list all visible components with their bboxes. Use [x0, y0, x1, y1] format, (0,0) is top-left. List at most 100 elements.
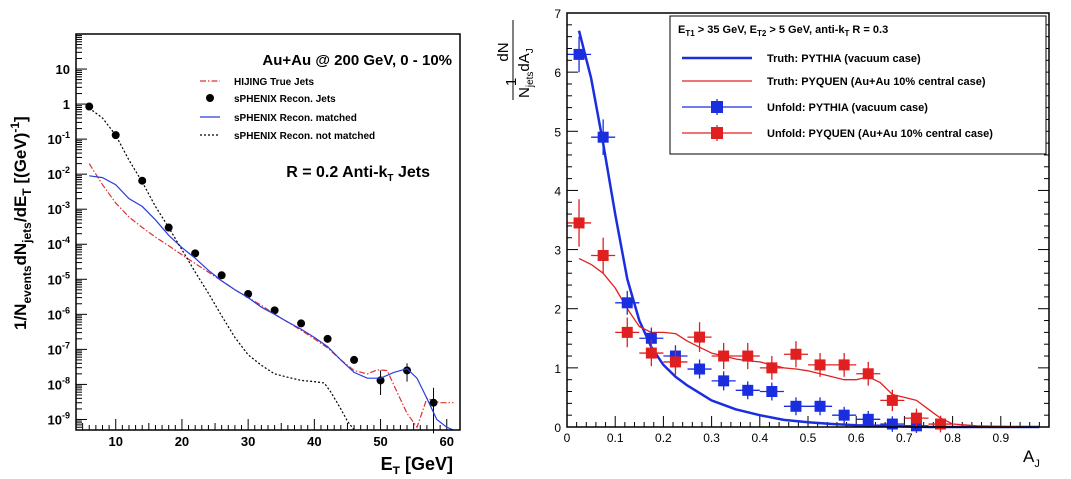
right-legend-title: ET1 > 35 GeV, ET2 > 5 GeV, anti-kT R = 0…	[678, 24, 888, 38]
left-series-line-2	[89, 175, 454, 431]
right-data-point	[694, 331, 706, 343]
legend-title-d: R = 0.3	[849, 24, 888, 36]
right-data-point	[742, 384, 754, 396]
left-data-point	[323, 334, 332, 343]
legend-title-c: > 5 GeV, anti-k	[766, 24, 845, 36]
left-y-tick-exponent: -4	[62, 235, 70, 245]
right-series-line-1	[578, 257, 1040, 428]
left-y-tick-exponent: -6	[62, 305, 70, 315]
left-annotation-jet-radius-main: R = 0.2 Anti-k	[286, 164, 387, 181]
left-data-point	[270, 306, 279, 315]
right-x-tick-label: 0.8	[944, 431, 961, 445]
left-data-point	[138, 176, 147, 185]
right-data-point	[621, 326, 633, 338]
right-y-tick-label: 5	[554, 125, 561, 139]
right-y-axis-title-den-sub: jets	[525, 72, 536, 89]
right-data-point	[645, 332, 657, 344]
right-data-point	[790, 400, 802, 412]
left-plot-frame	[75, 33, 461, 431]
right-x-tick-label: 0.6	[848, 431, 865, 445]
left-x-tick-label: 60	[440, 434, 454, 449]
right-data-point	[935, 418, 947, 430]
right-tick-labels: 0 0.1 0.2 0.3 0.4 0.5 0.6 0.7 0.8 0.9 0 1 2 3 4 5 6 7	[554, 7, 1009, 445]
right-data-point	[862, 368, 874, 380]
right-data-point	[742, 350, 754, 362]
left-x-axis-title-sub: T	[393, 464, 401, 474]
legend-label-recon: sPHENIX Recon. Jets	[234, 94, 336, 105]
right-x-tick-label: 0.1	[607, 431, 624, 445]
right-y-tick-label: 6	[554, 66, 561, 80]
right-data-point	[838, 409, 850, 421]
right-y-tick-label: 3	[554, 244, 561, 258]
left-x-tick-label: 30	[241, 434, 255, 449]
left-y-tick-label: 1	[63, 97, 70, 112]
left-data-point	[403, 366, 412, 375]
left-data-point	[111, 131, 120, 140]
right-data-point	[597, 249, 609, 261]
right-series-layer	[567, 30, 1040, 433]
left-x-tick-label: 20	[175, 434, 189, 449]
left-data-point	[429, 398, 438, 407]
right-y-tick-label: 1	[554, 362, 561, 376]
right-y-tick-label: 7	[554, 7, 561, 21]
right-y-axis-title-den-sub2: J	[525, 48, 536, 53]
left-data-point	[217, 271, 226, 280]
left-data-point	[191, 249, 200, 258]
left-y-tick-exponent: -1	[62, 130, 70, 140]
legend-title-a: E	[678, 24, 685, 36]
right-data-point	[718, 350, 730, 362]
legend-marker-unfold-pythia	[711, 101, 723, 113]
left-x-axis-title: ET [GeV]	[381, 454, 453, 474]
legend-label-matched: sPHENIX Recon. matched	[234, 113, 357, 124]
right-plot-frame	[566, 12, 1050, 428]
left-y-tick-label: 10	[56, 62, 70, 77]
legend-marker-unfold-pyquen	[711, 127, 723, 139]
left-y-tick-exponent: -9	[62, 410, 70, 420]
right-x-tick-label: 0.3	[703, 431, 720, 445]
right-x-tick-label: 0.7	[896, 431, 913, 445]
right-y-tick-label: 0	[554, 421, 561, 435]
left-series-line-3	[85, 105, 355, 431]
legend-label-hijing: HIJING True Jets	[234, 77, 314, 88]
right-x-tick-label: 0.5	[800, 431, 817, 445]
right-y-tick-label: 2	[554, 303, 561, 317]
right-data-point	[790, 348, 802, 360]
right-y-axis-title: 1 dN NjetsdAJ	[495, 20, 536, 100]
left-axis-ticks	[76, 35, 448, 431]
right-data-point	[838, 359, 850, 371]
right-data-point	[886, 394, 898, 406]
left-tick-labels: 10 20 30 40 50 6010-910-810-710-610-510-410-3…	[48, 62, 454, 449]
left-data-point	[350, 355, 359, 364]
right-data-point	[669, 356, 681, 368]
left-legend: HIJING True Jets sPHENIX Recon. Jets sPH…	[200, 77, 375, 142]
left-chart: 10 20 30 40 50 6010-910-810-710-610-510-410-3…	[8, 33, 461, 478]
left-y-tick-exponent: -7	[62, 340, 70, 350]
right-x-tick-label: 0.4	[751, 431, 768, 445]
right-data-point	[573, 48, 585, 60]
left-y-tick-exponent: -5	[62, 270, 70, 280]
right-data-point	[694, 363, 706, 375]
legend-title-b: > 35 GeV, E	[695, 24, 757, 36]
right-data-point	[814, 359, 826, 371]
left-x-axis-title-unit: [GeV]	[400, 454, 453, 474]
right-x-axis-title: AJ	[1023, 447, 1040, 470]
right-y-axis-title-den2: dA	[516, 53, 533, 71]
left-annotation-jet-radius-end: Jets	[394, 164, 431, 181]
left-x-tick-label: 10	[108, 434, 122, 449]
legend-label-truth-pythia: Truth: PYTHIA (vacuum case)	[767, 53, 921, 65]
left-annotation-jet-radius-sub: T	[387, 173, 393, 184]
right-data-point	[862, 413, 874, 425]
left-y-tick-exponent: -3	[62, 200, 70, 210]
right-data-point	[886, 418, 898, 430]
right-data-point	[766, 362, 778, 374]
left-annotation-collision: Au+Au @ 200 GeV, 0 - 10%	[262, 52, 452, 69]
left-x-axis-title-main: E	[381, 454, 393, 474]
legend-title-b-sub: T2	[757, 29, 767, 38]
left-x-tick-label: 50	[373, 434, 387, 449]
right-x-tick-label: 0.2	[655, 431, 672, 445]
left-data-point	[244, 290, 253, 299]
left-x-tick-label: 40	[307, 434, 321, 449]
right-y-tick-label: 4	[554, 184, 561, 198]
